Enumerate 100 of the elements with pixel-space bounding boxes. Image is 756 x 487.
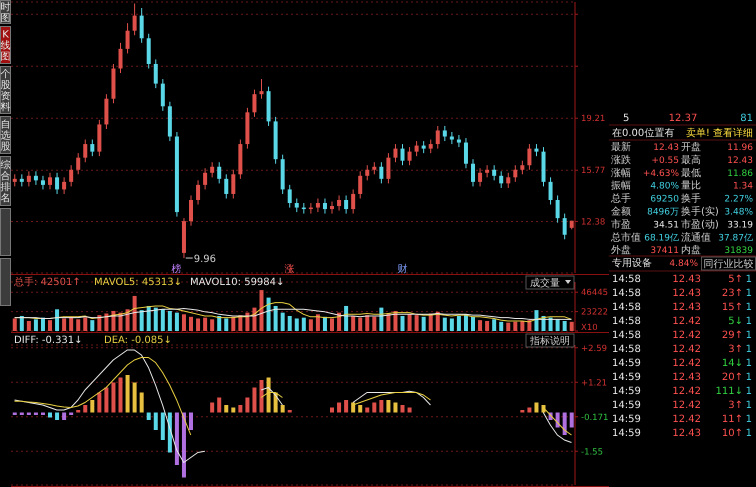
bar: [344, 306, 348, 331]
text: 12.43: [727, 156, 753, 166]
candlestick: [527, 144, 532, 170]
candlestick: [26, 170, 31, 187]
text: 12.42: [672, 386, 701, 397]
text: 12.42: [672, 316, 701, 327]
text: 1: [746, 344, 752, 355]
text: 37.87亿: [718, 232, 753, 244]
bar: [527, 320, 532, 331]
bar: [118, 378, 123, 412]
candlestick: [203, 168, 208, 190]
bar: [548, 318, 553, 331]
bar: [266, 298, 271, 331]
bar: [111, 310, 116, 331]
bar: [379, 308, 384, 331]
text: 14:59: [612, 400, 641, 411]
bar: [556, 412, 560, 428]
bar: [217, 398, 222, 412]
annotation: 9.96: [194, 254, 216, 266]
text: 34.51: [653, 220, 679, 230]
compare-button: 同行业比较: [701, 256, 756, 270]
bar: [210, 402, 214, 412]
text: 最新: [611, 141, 631, 153]
bar: [379, 400, 384, 412]
text: 3↑: [728, 344, 743, 355]
y-tick-label: X10: [581, 323, 598, 333]
text: 换手(实): [681, 206, 719, 218]
bar: [48, 320, 52, 331]
candlestick: [231, 169, 236, 199]
text: DIFF: -0.331↓: [14, 335, 83, 346]
bar: [358, 405, 362, 412]
text: MAVOL5: 45313↓: [94, 277, 182, 288]
candlestick: [534, 144, 538, 157]
candlestick: [548, 176, 553, 206]
bar: [344, 400, 348, 412]
text: 14:58: [612, 274, 641, 285]
y-tick-label: 19.21: [581, 114, 606, 124]
bar: [132, 296, 137, 331]
candlestick: [189, 194, 194, 226]
candlestick: [83, 139, 88, 163]
text: MAVOL10: 59984↓: [190, 277, 284, 288]
text: 涨幅: [611, 166, 631, 179]
y-tick-label: 46445: [581, 288, 608, 298]
text: 12.42: [672, 344, 701, 355]
candlestick: [379, 162, 384, 184]
text: 4.80%: [650, 182, 680, 192]
candlestick: [330, 201, 334, 214]
annotation: 指标说明: [529, 335, 570, 347]
bar: [160, 412, 165, 440]
text: 1: [746, 316, 752, 327]
bar: [224, 318, 228, 331]
side-tab: 个股资料: [0, 66, 11, 114]
bar: [400, 405, 405, 412]
info-button: 指标说明: [526, 334, 574, 348]
candlestick: [351, 188, 356, 214]
bar: [280, 312, 285, 331]
bar: [542, 405, 546, 412]
bar: [393, 402, 398, 412]
y-tick-label: +2.59: [581, 344, 608, 354]
candlestick: [393, 144, 398, 163]
candlestick: [414, 140, 419, 157]
bar: [252, 388, 256, 412]
text: 14:58: [612, 344, 641, 355]
candlestick: [316, 198, 320, 213]
bar: [189, 412, 194, 430]
annotation: 财: [397, 263, 408, 275]
candlestick: [400, 144, 405, 166]
bar: [231, 316, 236, 331]
bar: [20, 316, 24, 331]
bar: [224, 405, 228, 412]
bar: [456, 316, 461, 331]
text: 12.42: [672, 400, 701, 411]
bar: [48, 412, 52, 418]
bar: [351, 402, 356, 412]
text: 12.43: [672, 372, 701, 383]
text: 11.96: [727, 143, 754, 153]
text: 总市值: [610, 231, 641, 244]
candlestick: [76, 152, 80, 175]
bar: [372, 316, 376, 331]
candlestick: [337, 194, 342, 212]
candlestick: [386, 152, 390, 184]
text: 5: [623, 113, 630, 124]
bar: [294, 318, 299, 331]
candlestick: [308, 202, 313, 214]
text: 14:58: [612, 330, 641, 341]
text: 1: [746, 302, 752, 313]
text: 金额: [611, 206, 631, 218]
bar: [182, 412, 186, 478]
candlestick: [132, 3, 137, 36]
text: 总手: 42501↑: [13, 276, 81, 288]
text: 14:58: [612, 316, 641, 327]
text: 12.42: [672, 358, 701, 369]
y-tick-label: 23222: [581, 308, 608, 318]
text: 11↑: [722, 414, 743, 425]
candlestick: [499, 170, 504, 188]
text: 换手: [681, 192, 701, 205]
bar: [386, 313, 390, 331]
bar: [365, 315, 370, 331]
bar: [471, 316, 476, 331]
candlestick: [118, 42, 123, 74]
